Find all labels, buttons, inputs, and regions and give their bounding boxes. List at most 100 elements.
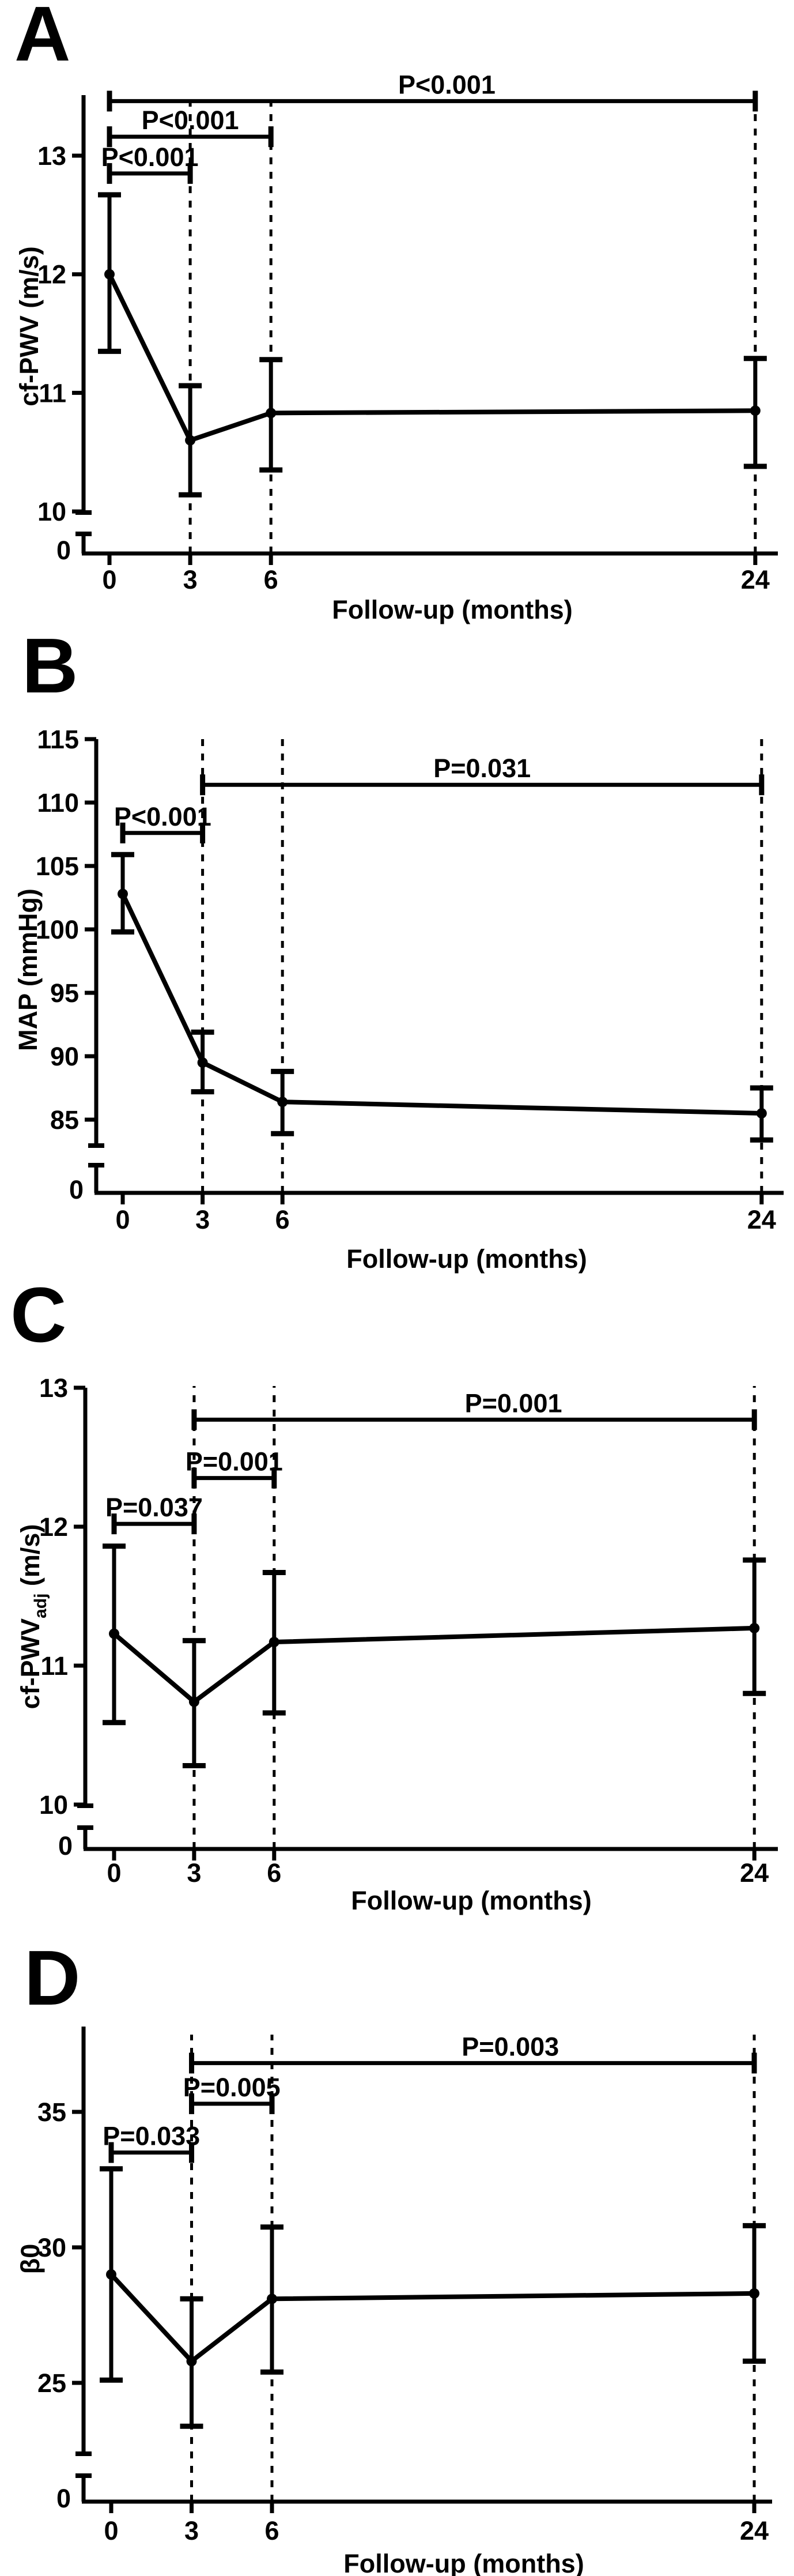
x-tick-label: 24 — [740, 1858, 769, 1888]
x-tick-label: 3 — [184, 2516, 199, 2545]
y-axis: 10 11 12 13 0 — [37, 95, 92, 565]
x-axis: 0 3 6 24 — [84, 1847, 778, 1888]
p-value-label: P=0.033 — [103, 2122, 200, 2151]
data-point-marker — [267, 2293, 277, 2304]
dashed-guide-lines — [190, 2035, 756, 2502]
significance-brackets: P=0.033 P=0.005 P=0.003 — [103, 2032, 757, 2163]
data-line — [107, 273, 755, 443]
p-value-label: P<0.001 — [114, 802, 211, 831]
error-bars — [111, 852, 773, 1143]
panel-letter: C — [10, 1271, 67, 1358]
y-tick-label: 30 — [37, 2233, 66, 2262]
x-tick-label: 6 — [264, 565, 278, 594]
x-axis: 0 3 6 24 — [82, 551, 778, 594]
panel-B: 85 90 95 100 105 110 115 0 0 3 6 24 P<0.001 P=0.031 Fo… — [0, 622, 794, 1288]
data-point-marker — [269, 1637, 279, 1648]
data-point-marker — [266, 408, 277, 419]
x-axis-label: Follow-up (months) — [343, 2549, 584, 2576]
x-axis-label: Follow-up (months) — [346, 1244, 587, 1274]
panel-D: 25 30 35 0 0 3 6 24 P=0.033 P=0.005 P=0.003 Follow-… — [0, 1932, 794, 2576]
y-tick-label: 13 — [37, 141, 66, 171]
significance-brackets: P<0.001 P=0.031 — [114, 754, 765, 843]
data-point-marker — [185, 435, 196, 446]
data-point-marker — [749, 1622, 760, 1633]
x-tick-label: 6 — [264, 2516, 279, 2545]
y-tick-label: 110 — [37, 788, 79, 818]
panel-A-chart: 10 11 12 13 0 0 3 6 24 P<0.001 P<0.001 P<0.001 Follo… — [14, 0, 778, 624]
data-point-marker — [197, 1057, 208, 1068]
panel-letter: B — [22, 622, 78, 709]
y-tick-label: 10 — [39, 1790, 68, 1820]
y-tick-label: 12 — [39, 1512, 68, 1542]
p-value-label: P<0.001 — [398, 70, 496, 99]
data-point-marker — [277, 1097, 288, 1108]
panel-D-chart: 25 30 35 0 0 3 6 24 P=0.033 P=0.005 P=0.003 Follow-… — [16, 1934, 772, 2576]
x-tick-label: 24 — [747, 1205, 776, 1234]
y-tick-label: 25 — [37, 2368, 66, 2398]
y-tick-label: 12 — [37, 260, 66, 289]
y-tick-label: 10 — [37, 497, 66, 526]
dashed-guide-lines — [201, 739, 763, 1193]
p-value-label: P<0.001 — [101, 142, 199, 172]
y-axis-label: β0 — [16, 2244, 45, 2274]
x-tick-label: 0 — [115, 1205, 130, 1234]
data-point-marker — [186, 2356, 197, 2367]
x-tick-label: 6 — [267, 1858, 281, 1888]
y-axis-label: MAP (mmHg) — [13, 888, 43, 1051]
y-axis: 85 90 95 100 105 110 115 0 — [36, 725, 104, 1204]
y-axis-zero-label: 0 — [58, 1831, 73, 1861]
p-value-label: P=0.005 — [183, 2073, 281, 2102]
x-tick-label: 6 — [275, 1205, 290, 1234]
error-bars — [98, 192, 767, 498]
significance-brackets: P=0.037 P=0.001 P=0.001 — [105, 1388, 757, 1535]
data-point-marker — [188, 1696, 199, 1707]
x-tick-label: 0 — [107, 1858, 121, 1888]
data-point-marker — [109, 1628, 119, 1639]
y-axis-label: cf-PWV (m/s) — [14, 246, 44, 406]
error-bars — [103, 1543, 766, 1769]
x-tick-label: 3 — [195, 1205, 210, 1234]
dashed-guide-lines — [188, 99, 757, 553]
data-point-marker — [756, 1108, 767, 1118]
panel-letter: D — [24, 1934, 81, 2021]
y-axis-zero-label: 0 — [56, 2484, 71, 2513]
y-tick-label: 13 — [39, 1373, 68, 1403]
p-value-label: P=0.031 — [433, 754, 531, 783]
x-tick-label: 24 — [740, 2516, 769, 2545]
x-tick-label: 24 — [741, 565, 770, 594]
data-point-marker — [118, 888, 128, 899]
x-axis: 0 3 6 24 — [82, 2499, 772, 2545]
y-axis-zero-label: 0 — [56, 536, 71, 565]
x-tick-label: 3 — [183, 565, 198, 594]
y-tick-label: 105 — [36, 852, 79, 881]
y-tick-label: 11 — [40, 1651, 68, 1681]
data-line — [120, 892, 762, 1116]
panel-B-chart: 85 90 95 100 105 110 115 0 0 3 6 24 P<0.001 P=0.031 Fo… — [13, 622, 784, 1274]
data-point-marker — [104, 269, 115, 280]
y-tick-label: 100 — [36, 915, 79, 944]
panel-C-chart: 10 11 12 13 0 0 3 6 24 P=0.037 P=0.001 P=0.001 Follo… — [10, 1271, 778, 1915]
x-axis: 0 3 6 24 — [94, 1191, 784, 1234]
p-value-label: P=0.003 — [462, 2032, 559, 2061]
data-point-marker — [106, 2269, 116, 2280]
x-axis-label: Follow-up (months) — [332, 595, 572, 624]
data-point-marker — [750, 405, 761, 416]
data-line — [109, 2273, 755, 2364]
significance-brackets: P<0.001 P<0.001 P<0.001 — [101, 70, 758, 184]
y-tick-label: 85 — [50, 1105, 79, 1135]
y-tick-label: 90 — [50, 1042, 79, 1071]
x-tick-label: 0 — [102, 565, 116, 594]
y-axis: 10 11 12 13 0 — [39, 1373, 93, 1861]
x-tick-label: 3 — [187, 1858, 201, 1888]
y-tick-label: 11 — [39, 378, 66, 408]
y-tick-label: 95 — [50, 978, 79, 1008]
y-axis-zero-label: 0 — [69, 1175, 84, 1204]
panel-letter: A — [14, 0, 71, 77]
p-value-label: P=0.037 — [105, 1493, 203, 1522]
y-axis-label: cf-PWVadj (m/s) — [16, 1524, 50, 1709]
y-axis: 25 30 35 0 — [37, 2027, 92, 2513]
p-value-label: P=0.001 — [186, 1447, 283, 1477]
y-tick-label: 115 — [37, 725, 79, 754]
panel-A: 10 11 12 13 0 0 3 6 24 P<0.001 P<0.001 P<0.001 Follo… — [0, 0, 794, 644]
